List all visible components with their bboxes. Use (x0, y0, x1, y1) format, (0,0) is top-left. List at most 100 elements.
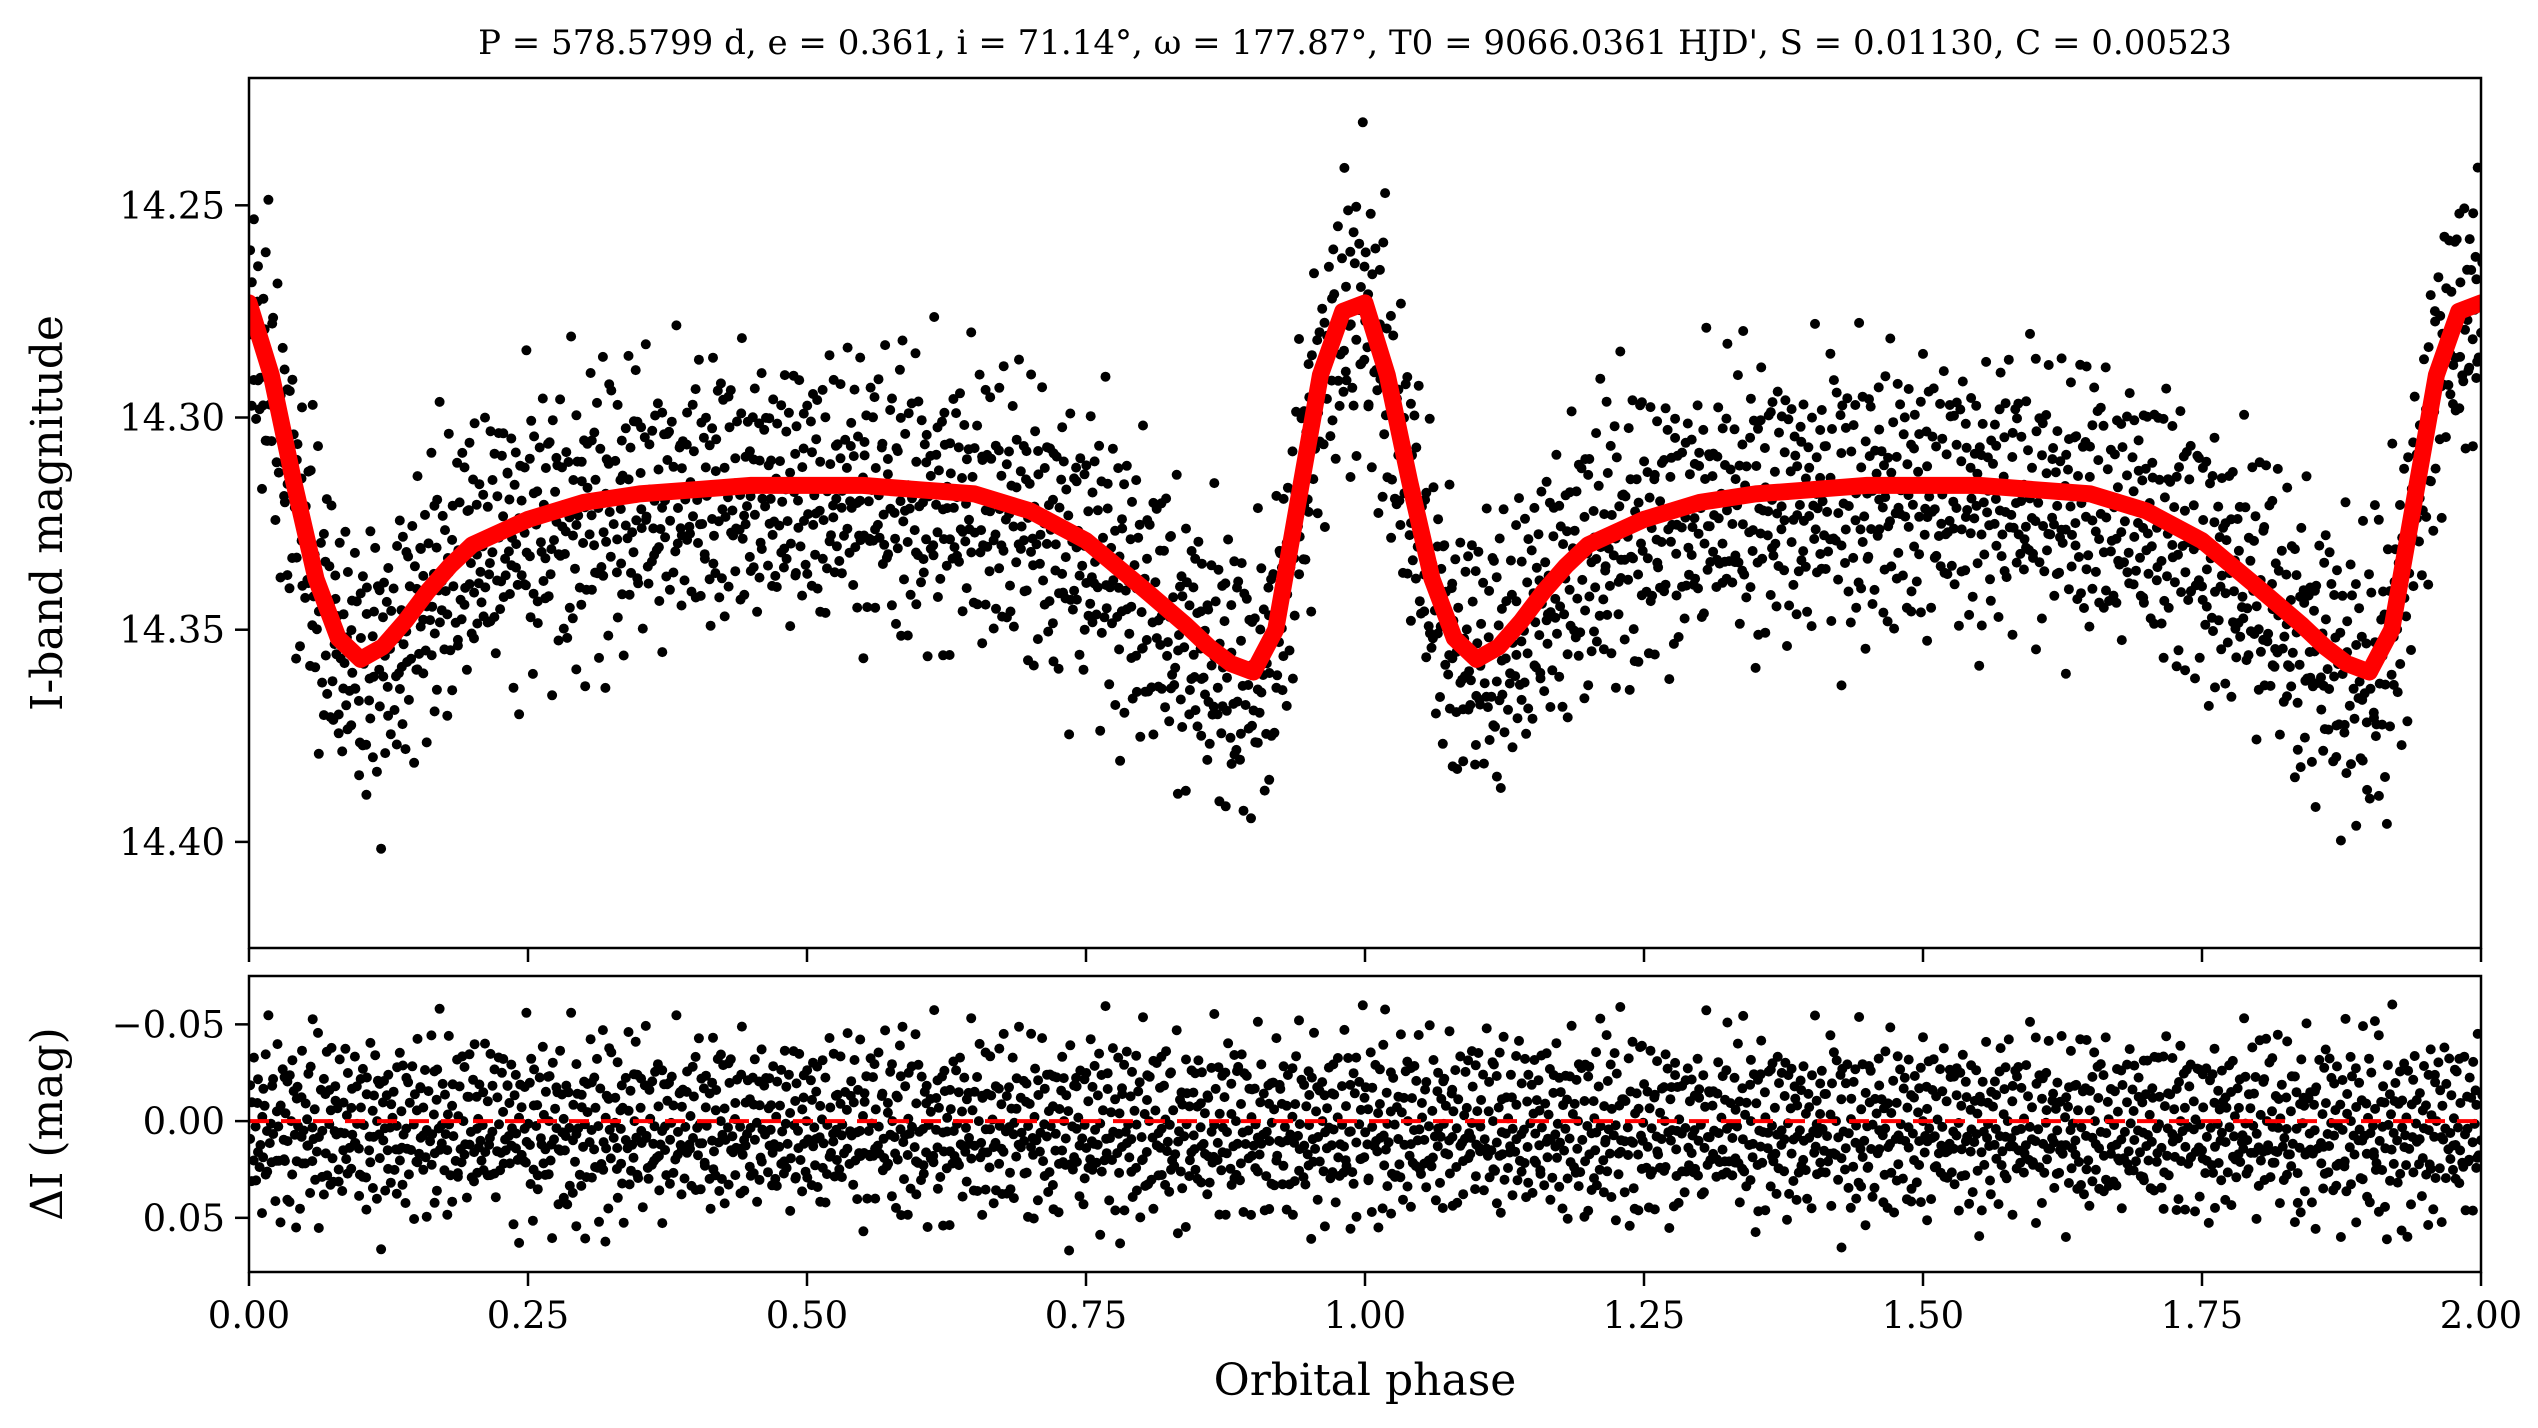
residual-point (1416, 1169, 1426, 1179)
residual-point (567, 1187, 578, 1198)
data-point (2129, 531, 2140, 542)
residual-point (313, 1223, 324, 1233)
data-point (1348, 400, 1359, 411)
data-point (1660, 579, 1671, 590)
residual-point (624, 1179, 635, 1190)
data-point (1811, 452, 1822, 463)
residual-point (487, 1080, 498, 1091)
data-point (1034, 558, 1045, 569)
data-point (1085, 598, 1096, 609)
data-point (1653, 562, 1664, 573)
data-point (1780, 395, 1791, 406)
residual-point (1795, 1075, 1806, 1086)
data-point (550, 486, 561, 497)
residual-point (980, 1184, 991, 1195)
residual-point (1363, 1104, 1374, 1115)
residual-point (558, 1113, 569, 1124)
residual-point (2158, 1203, 2169, 1214)
data-point (2227, 467, 2238, 477)
data-point (2286, 681, 2297, 692)
data-point (383, 563, 394, 573)
data-point (544, 437, 555, 448)
data-point (2294, 659, 2305, 670)
residual-point (1156, 1123, 1167, 1134)
residual-point (1110, 1205, 1121, 1216)
residual-point (1113, 1052, 1124, 1063)
data-point (1470, 759, 1481, 770)
residual-point (1817, 1124, 1828, 1134)
residual-point (2023, 1091, 2033, 1102)
data-point (305, 465, 316, 476)
data-point (464, 579, 475, 590)
residual-point (961, 1176, 972, 1187)
data-point (598, 570, 609, 581)
residual-point (1162, 1146, 1173, 1157)
data-point (615, 504, 626, 514)
residual-point (700, 1102, 711, 1113)
residual-point (1727, 1170, 1738, 1181)
data-point (2335, 627, 2346, 638)
residual-point (1351, 1211, 1362, 1222)
data-point (2251, 734, 2262, 745)
residual-point (2190, 1206, 2200, 1217)
residual-point (1507, 1123, 1518, 1134)
residual-point (1506, 1092, 1517, 1103)
residual-point (249, 1133, 256, 1144)
data-point (1665, 471, 1676, 482)
data-point (1309, 268, 1319, 279)
residual-point (1337, 1081, 1347, 1092)
data-point (1493, 620, 1504, 631)
data-point (1591, 636, 1602, 647)
residual-point (309, 1104, 320, 1115)
residual-point (295, 1203, 305, 1214)
residual-point (1533, 1075, 1544, 1086)
residual-point (1800, 1165, 1811, 1176)
data-point (882, 469, 893, 480)
data-point (1936, 518, 1947, 529)
residual-point (810, 1160, 821, 1171)
residual-point (797, 1104, 808, 1115)
residual-point (2229, 1131, 2239, 1142)
data-point (382, 681, 393, 692)
residual-point (1293, 1130, 1303, 1141)
residual-point (1478, 1069, 1489, 1080)
residual-point (608, 1132, 619, 1143)
residual-point (730, 1170, 741, 1181)
residual-point (429, 1197, 440, 1208)
data-point (1692, 400, 1703, 411)
data-point (2399, 463, 2410, 474)
data-point (1753, 423, 1763, 434)
data-point (2473, 352, 2481, 363)
data-point (824, 350, 835, 361)
residual-point (1768, 1156, 1779, 1167)
data-point (1898, 429, 1909, 440)
data-point (1491, 572, 1502, 583)
residual-point (1302, 1149, 1313, 1160)
data-point (2171, 661, 2182, 672)
data-point (1094, 440, 1105, 451)
data-point (1965, 528, 1976, 539)
data-point (1522, 577, 1533, 588)
residual-point (945, 1084, 956, 1095)
data-point (904, 503, 915, 514)
residual-point (1306, 1233, 1317, 1244)
data-point (571, 410, 582, 421)
residual-point (2175, 1040, 2186, 1051)
data-point (1523, 534, 1534, 545)
residual-point (2031, 1218, 2041, 1228)
data-point (2147, 457, 2158, 468)
data-point (685, 528, 695, 539)
residual-point (330, 1081, 341, 1092)
data-point (889, 507, 900, 518)
data-point (1048, 494, 1058, 505)
data-point (1602, 468, 1613, 478)
residual-point (1073, 1112, 1084, 1123)
data-point (1900, 511, 1911, 522)
data-point (586, 435, 597, 446)
data-point (1037, 382, 1048, 393)
data-point (2440, 432, 2451, 443)
data-point (1339, 345, 1349, 356)
residual-point (426, 1030, 437, 1041)
residual-point (666, 1071, 677, 1082)
residual-point (1957, 1049, 1968, 1060)
